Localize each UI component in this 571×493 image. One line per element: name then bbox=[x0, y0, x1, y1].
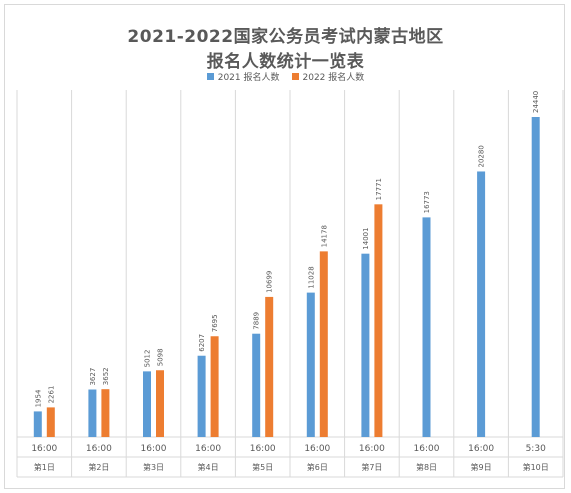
x-tick-time-label: 16:00 bbox=[359, 444, 385, 454]
chart-frame bbox=[4, 4, 565, 489]
x-tick-day-label: 第10日 bbox=[523, 462, 549, 472]
x-tick-time-label: 16:00 bbox=[141, 444, 167, 454]
data-label: 2261 bbox=[47, 386, 55, 404]
bar-2022 bbox=[319, 251, 328, 437]
bar-2022 bbox=[265, 296, 274, 437]
bar-2021 bbox=[361, 253, 370, 437]
bar-2021 bbox=[88, 389, 97, 437]
legend-swatch-2021 bbox=[206, 73, 214, 80]
bar-2022 bbox=[210, 336, 219, 437]
data-label: 5098 bbox=[157, 348, 165, 366]
data-label: 3652 bbox=[102, 367, 110, 385]
data-label: 11028 bbox=[307, 266, 315, 288]
data-label: 1954 bbox=[34, 389, 42, 407]
data-label: 17771 bbox=[375, 178, 383, 200]
data-label: 14001 bbox=[362, 227, 370, 249]
bar-2021 bbox=[143, 371, 151, 437]
legend-swatch-2022 bbox=[291, 73, 299, 80]
x-tick-day-label: 第9日 bbox=[471, 462, 492, 472]
x-tick-day-label: 第1日 bbox=[34, 462, 55, 472]
data-label: 6207 bbox=[198, 334, 206, 352]
chart-legend: 2021 报名人数 2022 报名人数 bbox=[0, 70, 571, 83]
bar-2021 bbox=[477, 171, 486, 437]
bar-2021 bbox=[197, 355, 206, 437]
x-tick-day-label: 第5日 bbox=[252, 462, 273, 472]
x-tick-time-label: 16:00 bbox=[195, 444, 221, 454]
chart-title-line-1: 2021-2022国家公务员考试内蒙古地区 bbox=[127, 27, 444, 47]
x-tick-time-label: 5:30 bbox=[526, 444, 546, 454]
x-tick-time-label: 16:00 bbox=[31, 444, 57, 454]
bar-2021 bbox=[531, 117, 540, 437]
x-tick-time-label: 16:00 bbox=[250, 444, 276, 454]
data-label: 10699 bbox=[266, 271, 274, 293]
bar-2021 bbox=[422, 217, 431, 437]
bar-2021 bbox=[306, 292, 315, 437]
data-label: 20280 bbox=[478, 145, 486, 167]
chart-title-line-2: 报名人数统计一览表 bbox=[206, 52, 365, 72]
x-tick-time-label: 16:00 bbox=[414, 444, 440, 454]
x-tick-day-label: 第4日 bbox=[198, 462, 219, 472]
bar-2022 bbox=[374, 204, 383, 437]
x-tick-day-label: 第3日 bbox=[143, 462, 164, 472]
data-label: 7889 bbox=[253, 312, 261, 330]
bar-2022 bbox=[46, 407, 55, 437]
x-tick-day-label: 第8日 bbox=[416, 462, 437, 472]
bar-2022 bbox=[101, 389, 110, 437]
bar-2022 bbox=[156, 370, 164, 437]
data-label: 24440 bbox=[532, 91, 540, 113]
bar-2021 bbox=[33, 411, 42, 437]
x-tick-day-label: 第7日 bbox=[361, 462, 382, 472]
x-tick-day-label: 第6日 bbox=[307, 462, 328, 472]
data-label: 16773 bbox=[423, 191, 431, 213]
data-label: 5012 bbox=[144, 350, 152, 368]
x-tick-time-label: 16:00 bbox=[86, 444, 112, 454]
data-label: 14178 bbox=[320, 225, 328, 247]
x-tick-time-label: 16:00 bbox=[304, 444, 330, 454]
legend-label-2021: 2021 报名人数 bbox=[217, 73, 280, 83]
data-label: 3627 bbox=[89, 368, 97, 386]
data-label: 7695 bbox=[211, 314, 219, 332]
x-tick-day-label: 第2日 bbox=[88, 462, 109, 472]
legend-item-2021: 2021 报名人数 bbox=[206, 70, 280, 83]
x-tick-time-label: 16:00 bbox=[468, 444, 494, 454]
legend-item-2022: 2022 报名人数 bbox=[291, 70, 365, 83]
legend-label-2022: 2022 报名人数 bbox=[302, 73, 365, 83]
bar-2021 bbox=[252, 333, 261, 437]
